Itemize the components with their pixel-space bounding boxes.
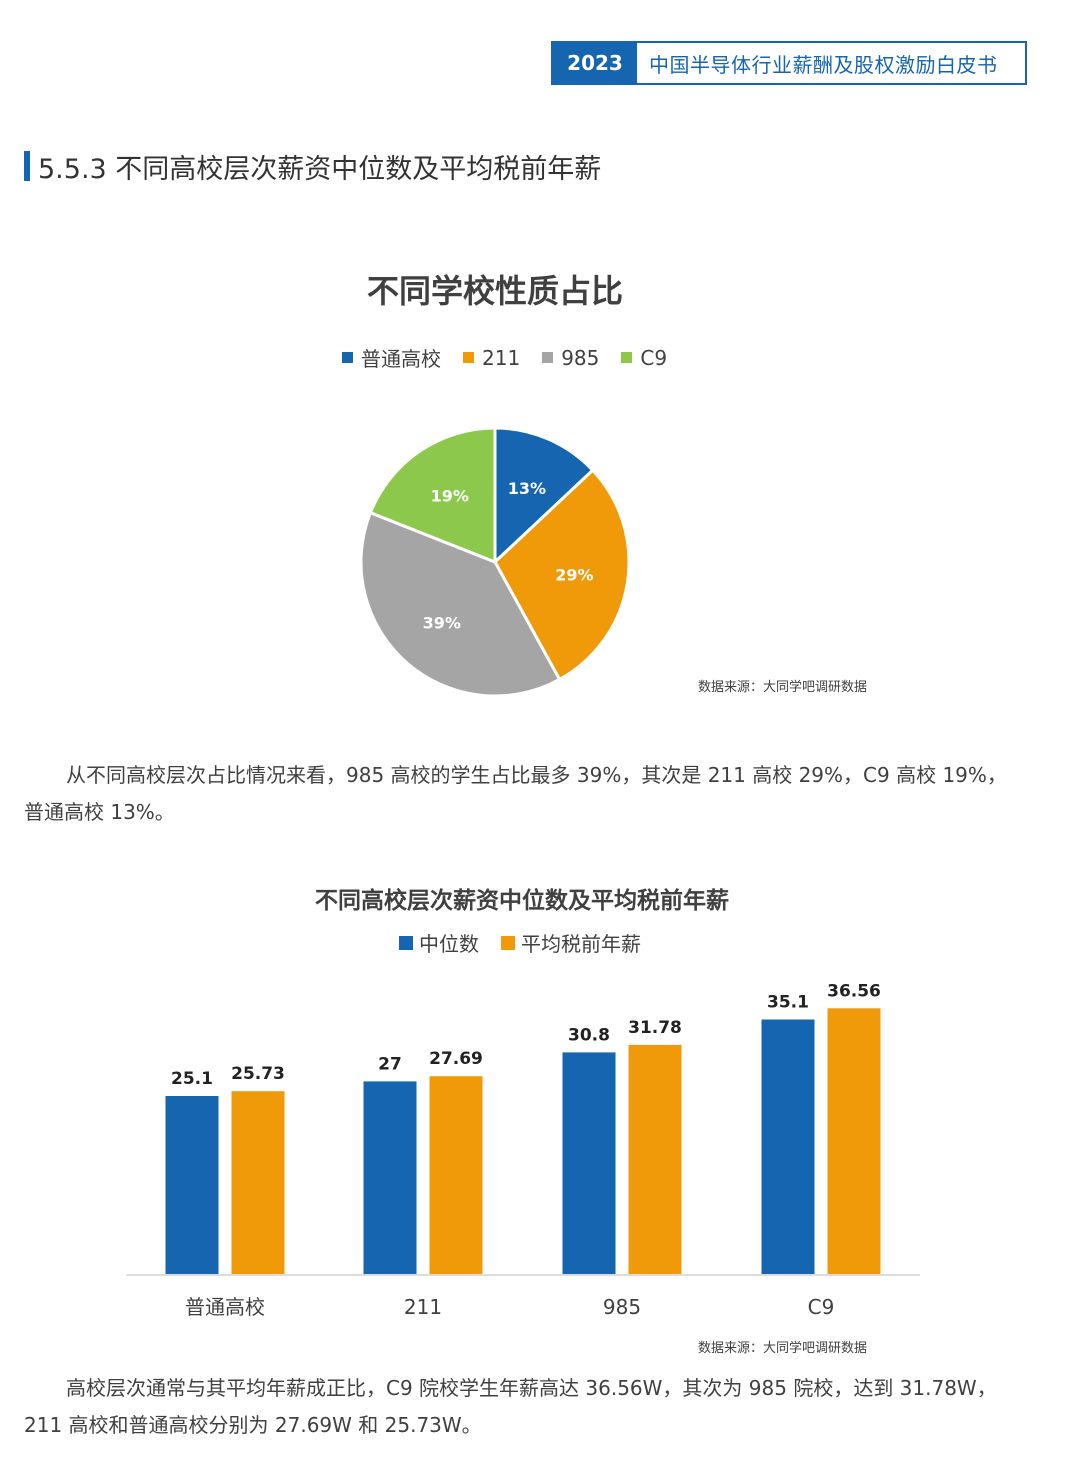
bar-legend-item: 平均税前年薪 (501, 928, 641, 957)
pie-legend-label: 985 (561, 345, 600, 370)
x-tick-label: C9 (808, 1295, 835, 1319)
bar-value-label: 30.8 (568, 1025, 610, 1045)
median-bar (761, 1019, 815, 1274)
pie-legend-swatch (463, 352, 474, 363)
bar-legend: 中位数 平均税前年薪 (399, 928, 663, 957)
report-header-badge: 2023 中国半导体行业薪酬及股权激励白皮书 (551, 41, 1027, 85)
average-salary-bar (231, 1091, 285, 1274)
pie-slice-label: 29% (555, 566, 593, 585)
pie-chart: 13% 29% 39% 19% (359, 426, 631, 698)
bar-legend-label: 平均税前年薪 (521, 932, 641, 956)
pie-slice-label: 19% (431, 487, 469, 506)
bar-value-label: 36.56 (827, 981, 881, 1001)
pie-legend-item: 985 (542, 346, 599, 370)
bar-legend-swatch (399, 935, 413, 950)
pie-slice (493, 468, 631, 682)
pie-slice (359, 510, 562, 698)
bar-value-label: 25.1 (171, 1069, 213, 1089)
report-year: 2023 (553, 43, 637, 83)
pie-legend-swatch (542, 352, 554, 363)
x-tick-label: 985 (603, 1295, 641, 1319)
bar-value-label: 27 (378, 1054, 402, 1074)
bar-value-label: 27.69 (429, 1049, 483, 1069)
pie-legend-label: 普通高校 (361, 347, 441, 371)
pie-legend-label: 211 (482, 345, 521, 370)
median-bar (363, 1081, 417, 1274)
bar-chart-title: 不同高校层次薪资中位数及平均税前年薪 (315, 888, 729, 914)
bar-value-label: 35.1 (767, 993, 809, 1013)
bar-value-label: 25.73 (231, 1064, 285, 1084)
section-heading: 5.5.3 不同高校层次薪资中位数及平均税前年薪 (24, 148, 602, 185)
x-tick-label: 普通高校 (185, 1295, 265, 1319)
bar-summary-paragraph: 高校层次通常与其平均年薪成正比，C9 院校学生年薪高达 36.56W，其次为 9… (24, 1376, 997, 1437)
average-salary-bar (429, 1076, 483, 1274)
pie-legend-item: C9 (621, 346, 667, 370)
bar-value-label: 31.78 (628, 1018, 682, 1038)
x-tick-label: 211 (404, 1295, 442, 1319)
pie-slice (493, 426, 595, 566)
pie-slice-label: 13% (508, 479, 546, 498)
pie-slice (368, 426, 497, 565)
median-bar (165, 1096, 219, 1274)
pie-data-source: 数据来源：大同学吧调研数据 (698, 680, 868, 695)
section-accent-bar (24, 151, 30, 181)
pie-legend-swatch (342, 352, 353, 363)
pie-legend-label: C9 (640, 345, 668, 370)
bar-legend-label: 中位数 (419, 932, 479, 956)
pie-legend-item: 211 (463, 346, 520, 370)
average-salary-bar (827, 1008, 881, 1274)
pie-legend: 普通高校 211 985 C9 (342, 343, 689, 372)
report-title: 中国半导体行业薪酬及股权激励白皮书 (649, 52, 998, 77)
pie-legend-item: 普通高校 (342, 343, 441, 372)
pie-slice-label: 39% (423, 613, 461, 632)
bar-chart: 25.1 25.73 普通高校 27 27.69 211 30.8 31.78 985 35.1 3… (126, 981, 920, 1319)
median-bar (562, 1052, 616, 1274)
bar-legend-item: 中位数 (399, 928, 479, 957)
pie-summary-paragraph: 从不同高校层次占比情况来看，985 高校的学生占比最多 39%，其次是 211 … (24, 763, 1007, 824)
bar-data-source: 数据来源：大同学吧调研数据 (698, 1341, 868, 1356)
section-title: 5.5.3 不同高校层次薪资中位数及平均税前年薪 (38, 153, 602, 185)
bar-legend-swatch (501, 935, 515, 950)
average-salary-bar (628, 1044, 682, 1274)
pie-chart-title: 不同学校性质占比 (366, 272, 623, 310)
pie-legend-swatch (621, 352, 633, 363)
